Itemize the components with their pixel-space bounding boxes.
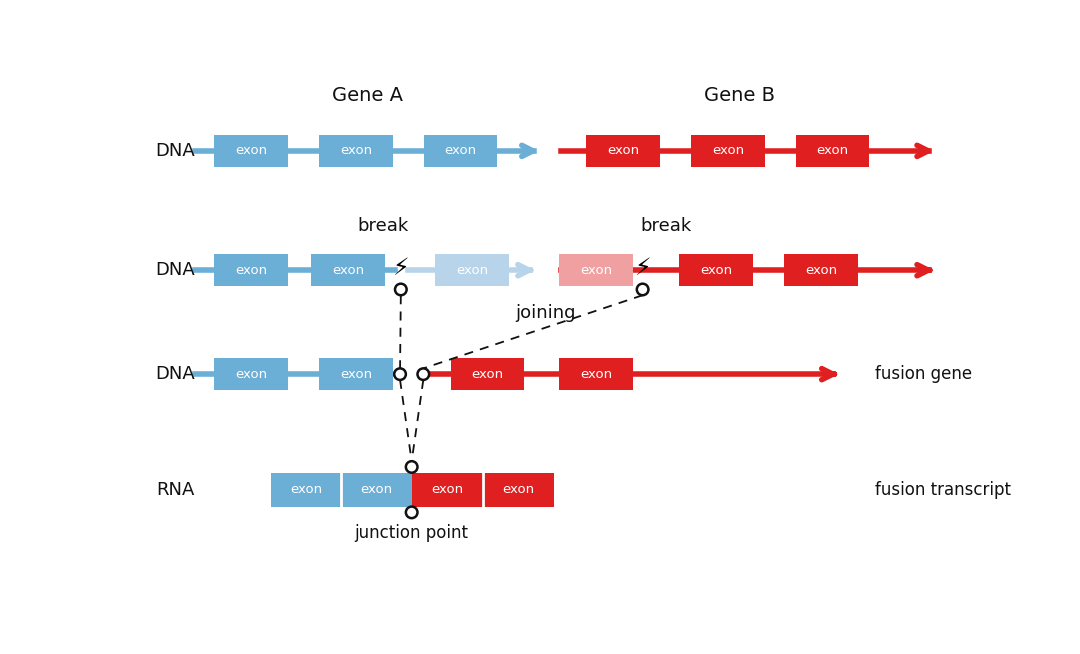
Circle shape (394, 368, 406, 380)
Text: exon: exon (472, 368, 503, 381)
FancyBboxPatch shape (586, 135, 660, 167)
Text: exon: exon (235, 264, 268, 277)
Text: fusion gene: fusion gene (875, 365, 972, 383)
Text: break: break (357, 216, 408, 235)
Text: exon: exon (235, 145, 268, 158)
FancyBboxPatch shape (319, 135, 393, 167)
Circle shape (406, 461, 418, 473)
FancyBboxPatch shape (435, 254, 509, 286)
Text: Gene A: Gene A (332, 86, 403, 105)
Text: exon: exon (456, 264, 488, 277)
Text: exon: exon (580, 264, 612, 277)
Circle shape (395, 284, 407, 295)
Text: RNA: RNA (157, 481, 194, 498)
Text: break: break (640, 216, 691, 235)
FancyBboxPatch shape (796, 135, 869, 167)
FancyBboxPatch shape (784, 254, 858, 286)
Text: exon: exon (805, 264, 837, 277)
Text: Gene B: Gene B (704, 86, 775, 105)
Text: fusion transcript: fusion transcript (875, 481, 1011, 498)
FancyBboxPatch shape (311, 254, 384, 286)
Text: exon: exon (289, 483, 322, 496)
FancyBboxPatch shape (215, 358, 288, 390)
Text: exon: exon (340, 368, 372, 381)
FancyBboxPatch shape (319, 358, 393, 390)
FancyBboxPatch shape (483, 473, 554, 507)
Circle shape (418, 368, 429, 380)
Text: exon: exon (607, 145, 639, 158)
Text: exon: exon (235, 368, 268, 381)
Text: ⚡: ⚡ (392, 256, 409, 280)
FancyBboxPatch shape (559, 358, 633, 390)
Text: exon: exon (502, 483, 535, 496)
Text: junction point: junction point (354, 524, 469, 542)
Text: ⚡: ⚡ (634, 256, 651, 280)
Text: exon: exon (712, 145, 744, 158)
Text: DNA: DNA (156, 142, 195, 160)
FancyBboxPatch shape (450, 358, 525, 390)
Text: exon: exon (332, 264, 364, 277)
FancyBboxPatch shape (411, 473, 483, 507)
Text: DNA: DNA (156, 365, 195, 383)
Text: exon: exon (445, 145, 476, 158)
Text: exon: exon (816, 145, 849, 158)
Text: exon: exon (700, 264, 732, 277)
FancyBboxPatch shape (423, 135, 497, 167)
Text: exon: exon (431, 483, 463, 496)
FancyBboxPatch shape (215, 135, 288, 167)
FancyBboxPatch shape (215, 254, 288, 286)
Text: exon: exon (340, 145, 372, 158)
FancyBboxPatch shape (679, 254, 753, 286)
FancyBboxPatch shape (691, 135, 765, 167)
FancyBboxPatch shape (559, 254, 633, 286)
Circle shape (637, 284, 648, 295)
FancyBboxPatch shape (341, 473, 411, 507)
Circle shape (406, 507, 418, 518)
FancyBboxPatch shape (271, 473, 341, 507)
Text: exon: exon (580, 368, 612, 381)
Text: joining: joining (515, 304, 576, 322)
Text: exon: exon (361, 483, 392, 496)
Text: DNA: DNA (156, 261, 195, 279)
